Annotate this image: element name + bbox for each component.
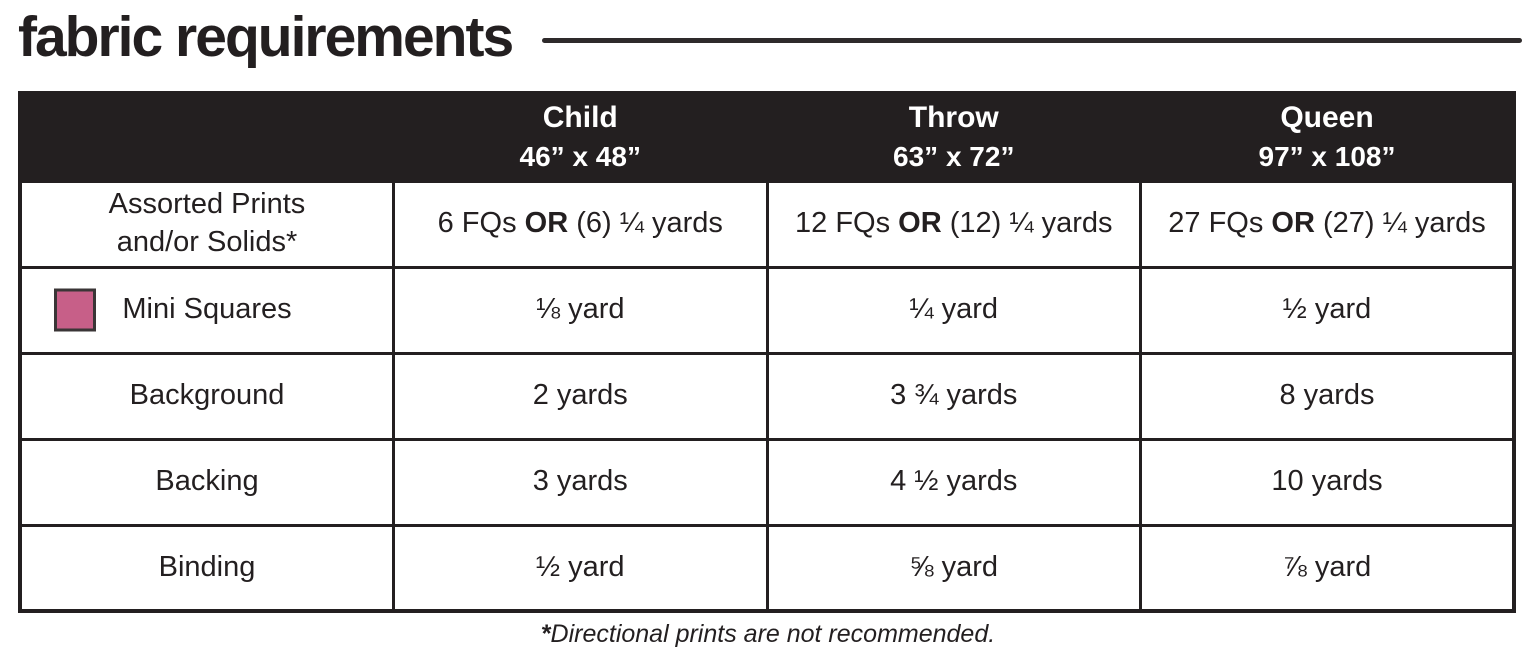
row-label-line-2: and/or Solids*: [116, 226, 298, 258]
value-text: 6 FQs: [437, 207, 525, 240]
table-row-backing: Backing 3 yards 4 ½ yards 10 yards: [18, 437, 1516, 527]
cell-binding-queen: ⅞ yard: [1139, 523, 1516, 613]
column-name-child: Child: [542, 100, 618, 134]
table-row-binding: Binding ½ yard ⅝ yard ⅞ yard: [18, 523, 1516, 613]
footnote-asterisk: *: [540, 620, 551, 648]
table-row-background: Background 2 yards 3 ¾ yards 8 yards: [18, 351, 1516, 441]
fabric-requirements-table: Child 46” x 48” Throw 63” x 72” Queen 97…: [18, 91, 1516, 613]
table-body: Assorted Prints and/or Solids* 6 FQs OR …: [18, 179, 1516, 613]
row-label-line-1: Background: [129, 379, 285, 412]
value-text: 10 yards: [1271, 465, 1383, 498]
value-text: ½ yard: [1282, 293, 1372, 326]
cell-backing-queen: 10 yards: [1139, 437, 1516, 527]
row-label-line-1: Binding: [158, 550, 256, 583]
row-label-line-1: Assorted Prints: [108, 188, 306, 221]
value-text: ½ yard: [535, 550, 625, 583]
value-text: (27) ¼ yards: [1314, 207, 1486, 240]
row-label-assorted-prints: Assorted Prints and/or Solids*: [18, 179, 395, 269]
cell-mini-squares-queen: ½ yard: [1139, 265, 1516, 355]
table-row-assorted-prints: Assorted Prints and/or Solids* 6 FQs OR …: [18, 179, 1516, 269]
value-text: 3 ¾ yards: [890, 379, 1018, 412]
header-cell-queen: Queen 97” x 108”: [1139, 91, 1516, 183]
cell-background-queen: 8 yards: [1139, 351, 1516, 441]
cell-mini-squares-child: ⅛ yard: [392, 265, 769, 355]
value-text: (12) ¼ yards: [941, 207, 1113, 240]
column-name-throw: Throw: [908, 100, 999, 134]
cell-binding-child: ½ yard: [392, 523, 769, 613]
cell-assorted-throw: 12 FQs OR (12) ¼ yards: [765, 179, 1142, 269]
header-cell-child: Child 46” x 48”: [392, 91, 769, 183]
cell-background-child: 2 yards: [392, 351, 769, 441]
value-text: ⅞ yard: [1282, 550, 1372, 583]
footnote: *Directional prints are not recommended.: [0, 620, 1536, 649]
row-label-background: Background: [18, 351, 395, 441]
value-bold-text: OR: [524, 207, 569, 240]
column-size-throw: 63” x 72”: [893, 141, 1015, 173]
header-cell-blank: [18, 91, 395, 183]
value-text: ⅛ yard: [535, 293, 625, 326]
row-label-binding: Binding: [18, 523, 395, 613]
page-title: fabric requirements: [18, 4, 514, 69]
cell-assorted-queen: 27 FQs OR (27) ¼ yards: [1139, 179, 1516, 269]
value-text: (6) ¼ yards: [568, 207, 723, 240]
header-cell-throw: Throw 63” x 72”: [765, 91, 1142, 183]
value-bold-text: OR: [1271, 207, 1315, 240]
value-text: 12 FQs: [795, 207, 899, 240]
column-name-queen: Queen: [1280, 100, 1374, 134]
value-text: 8 yards: [1279, 379, 1375, 412]
value-bold-text: OR: [898, 207, 942, 240]
value-text: 2 yards: [532, 379, 628, 412]
header-row: Child 46” x 48” Throw 63” x 72” Queen 97…: [18, 91, 1516, 183]
title-row: fabric requirements: [18, 0, 1522, 84]
column-size-child: 46” x 48”: [519, 141, 641, 173]
row-label-line-1: Backing: [155, 465, 259, 498]
cell-backing-throw: 4 ½ yards: [765, 437, 1142, 527]
value-text: ¼ yard: [909, 293, 999, 326]
footnote-text: Directional prints are not recommended.: [550, 620, 996, 648]
row-label-mini-squares: Mini Squares: [18, 265, 395, 355]
row-label-line-1: Mini Squares: [122, 293, 292, 326]
mini-squares-color-swatch: [54, 288, 96, 332]
value-text: 4 ½ yards: [890, 465, 1018, 498]
cell-binding-throw: ⅝ yard: [765, 523, 1142, 613]
value-text: ⅝ yard: [909, 550, 999, 583]
title-rule: [542, 37, 1522, 43]
value-text: 27 FQs: [1168, 207, 1272, 240]
value-text: 3 yards: [532, 465, 628, 498]
table-header: Child 46” x 48” Throw 63” x 72” Queen 97…: [18, 91, 1516, 183]
table-row-mini-squares: Mini Squares ⅛ yard ¼ yard ½ yard: [18, 265, 1516, 355]
cell-backing-child: 3 yards: [392, 437, 769, 527]
cell-mini-squares-throw: ¼ yard: [765, 265, 1142, 355]
row-label-backing: Backing: [18, 437, 395, 527]
cell-assorted-child: 6 FQs OR (6) ¼ yards: [392, 179, 769, 269]
cell-background-throw: 3 ¾ yards: [765, 351, 1142, 441]
column-size-queen: 97” x 108”: [1258, 141, 1396, 173]
